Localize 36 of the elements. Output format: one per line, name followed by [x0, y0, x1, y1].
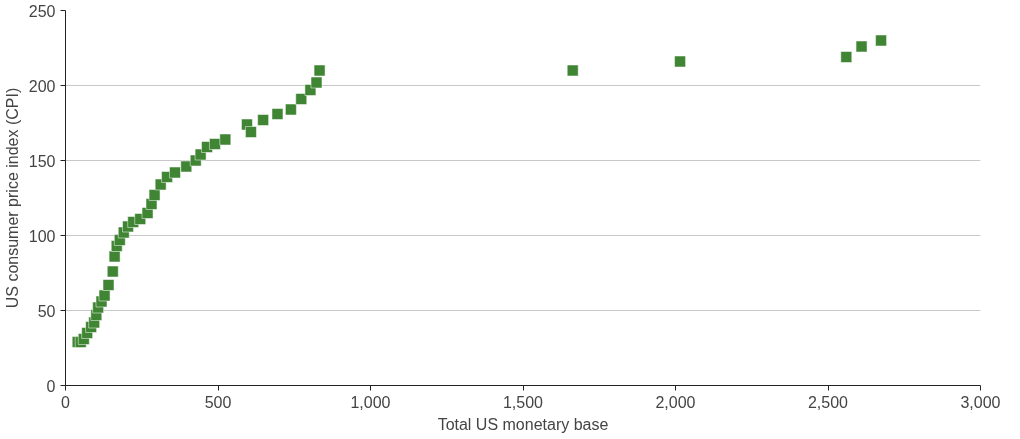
point	[310, 76, 323, 89]
point	[148, 189, 161, 201]
x-tick-label: 3,000	[960, 393, 1001, 411]
point	[257, 114, 270, 126]
point	[855, 40, 868, 53]
point	[271, 108, 284, 120]
y-tick-label: 250	[28, 2, 56, 20]
point	[674, 55, 687, 68]
point	[180, 160, 193, 173]
point	[840, 51, 853, 63]
point	[168, 166, 181, 179]
x-tick-label: 500	[204, 393, 232, 411]
y-tick-label: 100	[28, 227, 56, 245]
point	[875, 34, 888, 47]
x-tick-label: 2,500	[807, 393, 849, 411]
point	[208, 138, 221, 150]
y-tick-label: 0	[46, 377, 56, 395]
point	[219, 133, 232, 146]
x-tick-label: 1,500	[502, 393, 544, 411]
point	[106, 265, 119, 278]
y-axis-title: US consumer price index (CPI)	[3, 87, 21, 309]
y-tick-label: 200	[28, 77, 56, 95]
point	[284, 103, 297, 116]
x-tick-label: 2,000	[655, 393, 696, 411]
point	[98, 289, 111, 302]
point	[102, 279, 115, 291]
point	[313, 64, 326, 77]
y-tick-label: 50	[37, 302, 56, 320]
point	[244, 126, 257, 138]
x-axis-title: Total US monetary base	[437, 415, 609, 433]
y-tick-label: 150	[28, 152, 56, 170]
point	[108, 250, 121, 263]
x-tick-label: 0	[61, 393, 71, 411]
point	[566, 64, 579, 77]
x-tick-label: 1,000	[350, 393, 391, 411]
point	[295, 93, 308, 105]
